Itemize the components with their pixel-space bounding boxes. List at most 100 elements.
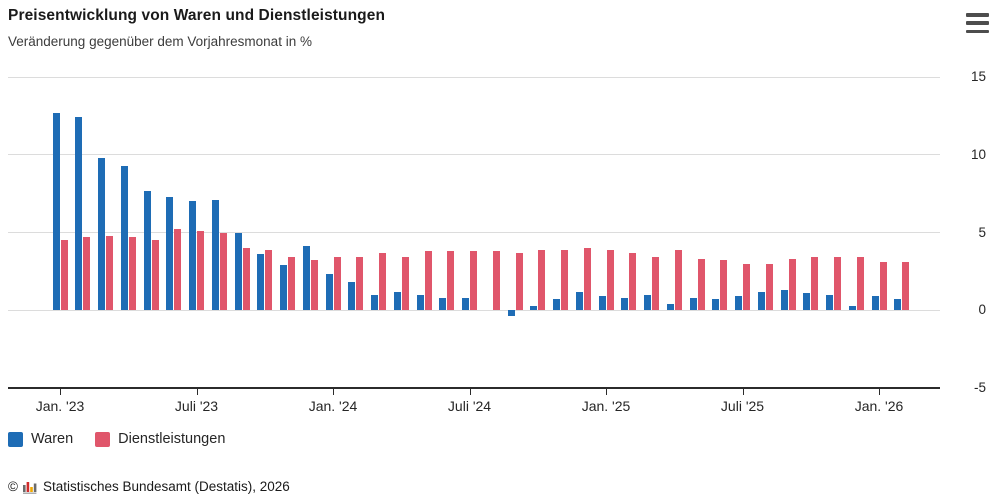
bar-dienstleistungen-Nov23[interactable] — [288, 257, 295, 311]
bar-dienstleistungen-Okt25[interactable] — [811, 257, 819, 311]
bar-waren-Aug23[interactable] — [211, 199, 219, 311]
bar-dienstleistungen-Mai25[interactable] — [697, 258, 705, 311]
bar-dienstleistungen-Apr24[interactable] — [401, 257, 409, 311]
y-axis-label-5: 5 — [978, 224, 986, 240]
bar-dienstleistungen-Juni23[interactable] — [174, 229, 182, 311]
x-axis-tick — [606, 389, 607, 395]
y-axis-label-15: 15 — [970, 69, 986, 84]
bar-waren-Feb23[interactable] — [75, 117, 83, 311]
bar-dienstleistungen-Jan23[interactable] — [60, 240, 68, 311]
chart-legend: Waren Dienstleistungen — [8, 431, 225, 447]
bar-waren-Juni24[interactable] — [439, 297, 447, 311]
bar-waren-Dez25[interactable] — [848, 305, 856, 311]
bar-dienstleistungen-Mai24[interactable] — [424, 251, 432, 311]
bar-waren-Jan26[interactable] — [871, 296, 879, 311]
bar-dienstleistungen-Feb25[interactable] — [629, 252, 637, 311]
bar-waren-Sep25[interactable] — [780, 290, 788, 311]
legend-item-waren: Waren — [8, 431, 73, 447]
bar-waren-Okt25[interactable] — [803, 293, 811, 311]
bar-dienstleistungen-Sep25[interactable] — [788, 258, 796, 311]
bar-waren-Sep24[interactable] — [507, 310, 515, 317]
bar-dienstleistungen-Dez24[interactable] — [583, 248, 591, 311]
gridline-5 — [8, 232, 940, 233]
bar-dienstleistungen-Aug24[interactable] — [492, 251, 500, 311]
bar-dienstleistungen-Feb24[interactable] — [356, 257, 364, 311]
x-axis-label: Juli '25 — [720, 398, 765, 414]
bar-waren-Feb24[interactable] — [348, 282, 356, 311]
bar-dienstleistungen-Juli23[interactable] — [197, 230, 204, 311]
bar-waren-Aug25[interactable] — [757, 291, 765, 311]
bar-waren-Juli24[interactable] — [462, 297, 469, 311]
bar-waren-Feb26[interactable] — [894, 299, 902, 311]
bar-dienstleistungen-Jan26[interactable] — [879, 262, 887, 311]
chart-subtitle: Veränderung gegenüber dem Vorjahresmonat… — [8, 34, 312, 49]
bar-waren-Okt24[interactable] — [530, 305, 538, 311]
dienstleistungen-color-swatch — [95, 431, 111, 447]
x-axis-label: Juli '24 — [447, 398, 492, 414]
copyright-symbol: © — [8, 479, 18, 494]
waren-color-swatch — [8, 431, 23, 447]
bar-waren-Juli25[interactable] — [735, 296, 742, 311]
bar-dienstleistungen-Mai23[interactable] — [151, 240, 159, 311]
bar-dienstleistungen-Jan25[interactable] — [606, 249, 614, 311]
bar-dienstleistungen-Jan24[interactable] — [333, 257, 341, 311]
bar-dienstleistungen-Nov24[interactable] — [561, 249, 568, 311]
bar-waren-Apr24[interactable] — [393, 291, 401, 311]
bar-waren-Dez24[interactable] — [575, 291, 583, 311]
bar-dienstleistungen-Sep24[interactable] — [515, 252, 523, 311]
bar-waren-Nov23[interactable] — [280, 265, 287, 311]
x-axis-tick — [879, 389, 880, 395]
bar-waren-Nov25[interactable] — [826, 294, 833, 311]
legend-label-dienstleistungen: Dienstleistungen — [118, 431, 226, 447]
bar-dienstleistungen-März23[interactable] — [106, 235, 113, 311]
bar-dienstleistungen-März24[interactable] — [379, 252, 386, 311]
bar-dienstleistungen-Apr23[interactable] — [128, 237, 136, 311]
bar-dienstleistungen-Juli25[interactable] — [743, 263, 750, 311]
bar-dienstleistungen-Aug25[interactable] — [765, 263, 773, 311]
bar-dienstleistungen-Juli24[interactable] — [470, 251, 477, 311]
bar-waren-März24[interactable] — [371, 294, 378, 311]
bar-waren-Mai24[interactable] — [416, 294, 424, 311]
bar-waren-Mai23[interactable] — [143, 190, 151, 311]
hamburger-bar — [966, 21, 989, 25]
bar-dienstleistungen-Okt23[interactable] — [265, 249, 273, 311]
bar-dienstleistungen-Dez25[interactable] — [856, 257, 864, 311]
x-axis-tick — [742, 389, 744, 395]
bar-waren-Jan24[interactable] — [325, 274, 333, 311]
bar-dienstleistungen-Feb23[interactable] — [83, 237, 91, 311]
bar-waren-Nov24[interactable] — [553, 299, 560, 311]
x-axis-tick — [60, 389, 61, 395]
bar-waren-März23[interactable] — [98, 157, 105, 311]
y-axis-label-0: 0 — [978, 302, 986, 318]
bar-dienstleistungen-Okt24[interactable] — [538, 249, 546, 311]
bar-waren-Jan23[interactable] — [52, 112, 60, 311]
x-axis-tick — [469, 389, 471, 395]
bar-dienstleistungen-Feb26[interactable] — [902, 262, 910, 311]
bar-dienstleistungen-Juni24[interactable] — [447, 251, 455, 311]
bar-waren-Sep23[interactable] — [234, 232, 242, 311]
bar-dienstleistungen-Sep23[interactable] — [242, 248, 250, 311]
bar-dienstleistungen-Apr25[interactable] — [674, 249, 682, 311]
bar-dienstleistungen-Dez23[interactable] — [310, 260, 318, 311]
bar-waren-Dez23[interactable] — [302, 246, 310, 311]
bar-dienstleistungen-Juni25[interactable] — [720, 260, 728, 311]
bar-waren-Okt23[interactable] — [257, 254, 265, 311]
bar-dienstleistungen-Nov25[interactable] — [834, 257, 841, 311]
hamburger-menu-icon[interactable] — [966, 13, 990, 33]
bar-waren-Juni25[interactable] — [712, 299, 720, 311]
bar-waren-Feb25[interactable] — [621, 297, 629, 311]
bar-waren-März25[interactable] — [644, 294, 651, 311]
gridline-10 — [8, 154, 940, 156]
source-text: Statistisches Bundesamt (Destatis), 2026 — [42, 479, 290, 494]
bar-waren-Apr23[interactable] — [120, 165, 128, 311]
bar-waren-Mai25[interactable] — [689, 297, 697, 311]
x-axis-label: Jan. '24 — [308, 398, 358, 414]
bar-waren-Juli23[interactable] — [189, 201, 196, 311]
bar-dienstleistungen-Aug23[interactable] — [219, 232, 227, 311]
bar-waren-Jan25[interactable] — [598, 296, 606, 311]
bar-waren-Apr25[interactable] — [666, 304, 674, 311]
hamburger-bar — [966, 13, 989, 17]
bar-waren-Juni23[interactable] — [166, 196, 174, 311]
bar-dienstleistungen-März25[interactable] — [652, 257, 659, 311]
legend-item-dienstleistungen: Dienstleistungen — [95, 431, 225, 447]
